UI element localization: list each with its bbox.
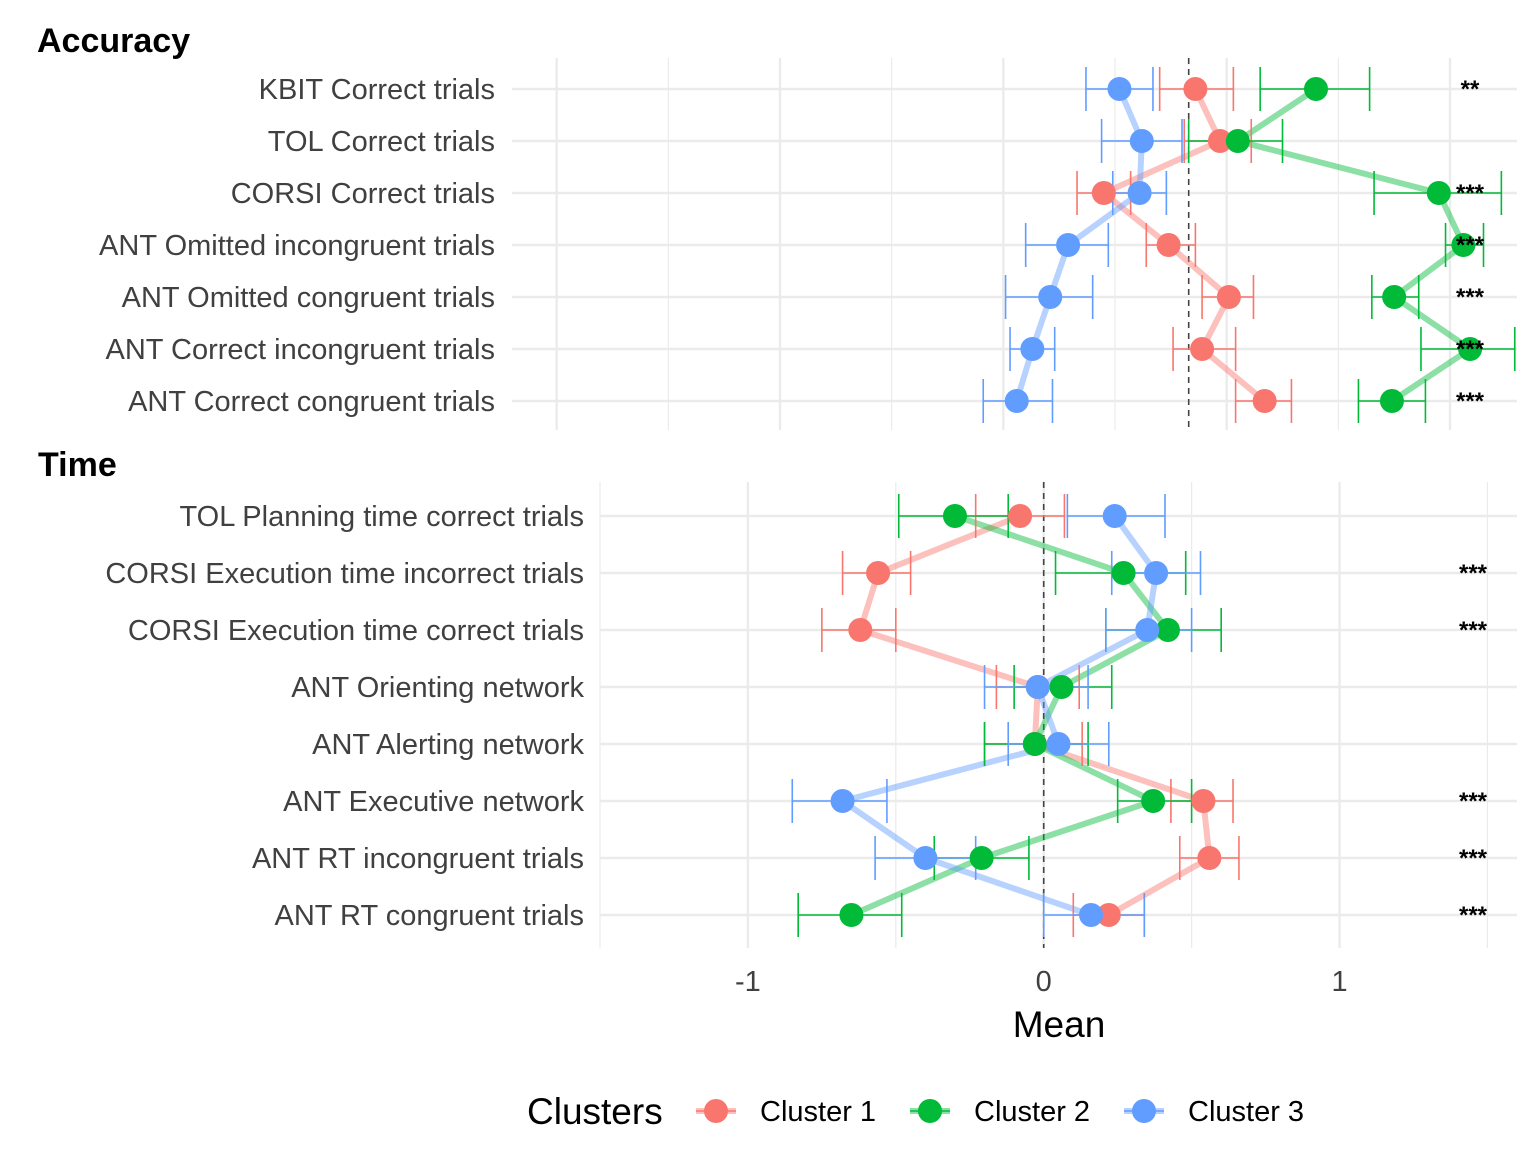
legend-label: Cluster 1 bbox=[760, 1096, 876, 1128]
row-label: CORSI Correct trials bbox=[231, 178, 495, 210]
legend-label: Cluster 2 bbox=[974, 1096, 1090, 1128]
data-point bbox=[1107, 77, 1132, 101]
legend-key-point bbox=[918, 1099, 942, 1123]
data-point bbox=[1022, 732, 1047, 756]
legend: Clusters Cluster 1 Cluster 2 Cluster 3 bbox=[527, 1091, 1304, 1132]
x-tick-label: 0 bbox=[1036, 966, 1052, 998]
data-point bbox=[1458, 337, 1483, 361]
row-label: ANT Omitted congruent trials bbox=[122, 282, 495, 314]
x-axis: -1 0 1 bbox=[735, 966, 1348, 998]
data-point bbox=[942, 504, 967, 528]
data-point bbox=[1190, 337, 1215, 361]
row-label: CORSI Execution time incorrect trials bbox=[105, 558, 584, 590]
row-label: ANT RT incongruent trials bbox=[252, 843, 584, 875]
row-label: ANT RT congruent trials bbox=[275, 900, 584, 932]
data-point bbox=[839, 903, 864, 927]
significance-label: *** bbox=[1459, 902, 1488, 929]
data-point bbox=[1252, 389, 1277, 413]
row-label: ANT Executive network bbox=[283, 786, 584, 818]
panel-title: Accuracy bbox=[37, 22, 190, 60]
legend-key bbox=[696, 1099, 736, 1123]
significance-label: *** bbox=[1459, 560, 1488, 587]
legend-title: Clusters bbox=[527, 1091, 663, 1132]
time-panel: Time TOL Planning time correct trials CORS… bbox=[38, 446, 1517, 948]
data-point bbox=[866, 561, 891, 585]
row-label: ANT Alerting network bbox=[312, 729, 584, 761]
row-label: ANT Correct incongruent trials bbox=[105, 334, 495, 366]
row-label: TOL Correct trials bbox=[268, 126, 495, 158]
data-point bbox=[1111, 561, 1136, 585]
data-point bbox=[1155, 618, 1180, 642]
data-point bbox=[1141, 789, 1166, 813]
significance-label: *** bbox=[1459, 617, 1488, 644]
row-label: KBIT Correct trials bbox=[259, 74, 495, 106]
data-point bbox=[1020, 337, 1045, 361]
data-point bbox=[830, 789, 855, 813]
data-point bbox=[1379, 389, 1404, 413]
legend-key bbox=[1124, 1099, 1164, 1123]
significance-label: *** bbox=[1456, 232, 1485, 259]
data-point bbox=[1127, 181, 1152, 205]
data-point bbox=[1096, 903, 1121, 927]
data-point bbox=[848, 618, 873, 642]
legend-key-point bbox=[1132, 1099, 1156, 1123]
row-label: CORSI Execution time correct trials bbox=[128, 615, 584, 647]
data-point bbox=[1183, 77, 1208, 101]
data-point bbox=[1191, 789, 1216, 813]
data-point bbox=[1079, 903, 1104, 927]
data-point bbox=[1008, 504, 1033, 528]
data-point bbox=[1135, 618, 1160, 642]
row-label: TOL Planning time correct trials bbox=[179, 501, 584, 533]
data-point bbox=[1049, 675, 1074, 699]
significance-label: *** bbox=[1459, 845, 1488, 872]
data-point bbox=[1156, 233, 1181, 257]
data-point bbox=[1129, 129, 1154, 153]
data-point bbox=[1216, 285, 1241, 309]
significance-label: *** bbox=[1456, 180, 1485, 207]
data-point bbox=[1451, 233, 1476, 257]
significance-label: *** bbox=[1456, 388, 1485, 415]
significance-label: *** bbox=[1459, 788, 1488, 815]
data-point bbox=[1225, 129, 1250, 153]
data-point bbox=[1038, 285, 1063, 309]
data-point bbox=[1056, 233, 1081, 257]
significance-label: *** bbox=[1456, 336, 1485, 363]
data-point bbox=[1207, 129, 1232, 153]
data-point bbox=[1382, 285, 1407, 309]
legend-key-point bbox=[704, 1099, 728, 1123]
significance-label: ** bbox=[1461, 76, 1480, 103]
data-point bbox=[1426, 181, 1451, 205]
significance-label: *** bbox=[1456, 284, 1485, 311]
data-point bbox=[1046, 732, 1071, 756]
row-label: ANT Orienting network bbox=[291, 672, 584, 704]
data-point bbox=[1025, 675, 1050, 699]
x-tick-label: -1 bbox=[735, 966, 761, 998]
legend-label: Cluster 3 bbox=[1188, 1096, 1304, 1128]
data-point bbox=[1091, 181, 1116, 205]
row-label: ANT Omitted incongruent trials bbox=[99, 230, 495, 262]
row-label: ANT Correct congruent trials bbox=[128, 386, 495, 418]
series-line-2 bbox=[848, 513, 1171, 918]
data-point bbox=[1304, 77, 1328, 101]
panel-title: Time bbox=[38, 446, 117, 484]
data-point bbox=[1102, 504, 1127, 528]
x-tick-label: 1 bbox=[1331, 966, 1347, 998]
data-point bbox=[913, 846, 938, 870]
data-point bbox=[1144, 561, 1169, 585]
data-point bbox=[969, 846, 994, 870]
data-point bbox=[1004, 389, 1029, 413]
x-axis-title: Mean bbox=[1013, 1004, 1106, 1045]
data-point bbox=[1197, 846, 1222, 870]
legend-key bbox=[910, 1099, 950, 1123]
accuracy-panel: Accuracy KBIT Correct trials TOL Correct t… bbox=[37, 22, 1517, 430]
